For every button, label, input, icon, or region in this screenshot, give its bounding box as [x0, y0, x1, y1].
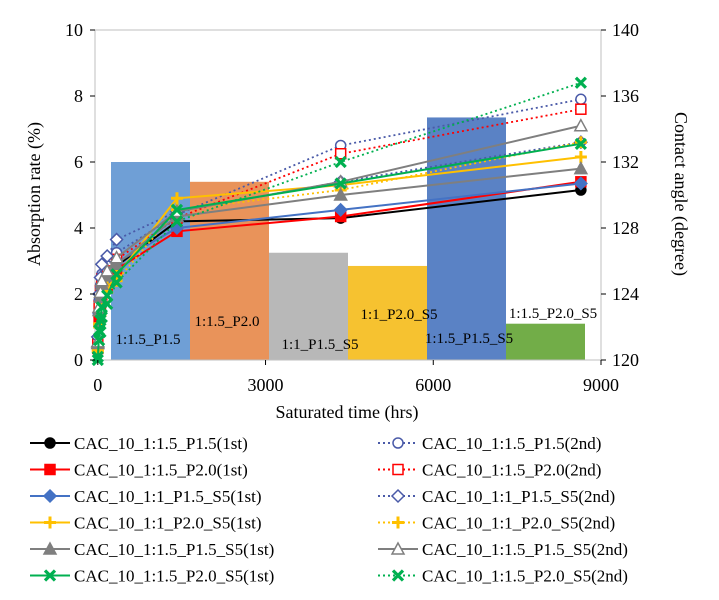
bar — [506, 323, 585, 360]
x-tick-label: 0 — [93, 375, 102, 395]
y2-tick-label: 120 — [612, 350, 639, 370]
y-axis-title: Absorption rate (%) — [24, 122, 45, 266]
bars-layer — [111, 117, 585, 360]
data-point — [170, 215, 184, 228]
plot-border — [94, 29, 602, 361]
y2-tick-label: 136 — [612, 86, 639, 106]
data-point — [170, 192, 183, 205]
series-layer — [90, 76, 589, 367]
data-point — [101, 297, 114, 311]
y2-tick-label: 140 — [612, 20, 639, 40]
data-point — [94, 257, 109, 272]
bar-label: 1:1_P1.5_S5 — [281, 337, 358, 353]
y-tick-label: 10 — [65, 20, 83, 40]
y-tick-label: 0 — [74, 350, 83, 370]
y2-axis-title: Contact angle (degree) — [670, 112, 691, 276]
x-tick-label: 9000 — [583, 375, 619, 395]
x-tick-label: 6000 — [415, 375, 451, 395]
legend-label: CAC_10_1:1_P2.0_S5(2nd) — [422, 514, 615, 533]
data-point — [99, 263, 115, 277]
data-point — [574, 76, 588, 89]
data-point — [392, 463, 404, 476]
y2-tick-label: 128 — [612, 218, 639, 238]
data-point — [94, 325, 107, 339]
bar-label: 1:1.5_P1.5 — [115, 332, 180, 348]
plot-frame — [94, 29, 602, 361]
data-point — [573, 161, 589, 175]
data-point — [95, 310, 108, 324]
bar — [269, 252, 348, 360]
legend-label: CAC_10_1:1.5_P1.5(1st) — [74, 434, 248, 453]
data-point — [44, 463, 56, 476]
data-point — [43, 569, 57, 582]
data-point — [575, 103, 587, 115]
data-point — [391, 569, 405, 582]
bar-label: 1:1.5_P2.0 — [194, 314, 259, 330]
bar-label: 1:1.5_P2.0_S5 — [509, 306, 597, 322]
data-point — [334, 148, 347, 160]
legend-label: CAC_10_1:1.5_P2.0(1st) — [74, 461, 248, 480]
bar — [190, 181, 269, 360]
data-point — [392, 516, 404, 529]
data-point — [392, 437, 404, 449]
data-point — [109, 250, 124, 264]
legend-label: CAC_10_1:1.5_P1.5_S5(2nd) — [422, 540, 628, 559]
bar-label: 1:1.5_P1.5_S5 — [425, 331, 513, 347]
legend-label: CAC_10_1:1.5_P2.0(2nd) — [422, 461, 601, 480]
data-point — [109, 256, 124, 271]
y2-tick-label: 132 — [612, 152, 639, 172]
data-point — [170, 203, 184, 216]
data-point — [44, 437, 56, 449]
data-point — [390, 488, 406, 504]
x-axis-title: Saturated time (hrs) — [276, 402, 419, 423]
data-point — [575, 93, 587, 106]
legend-label: CAC_10_1:1.5_P2.0_S5(2nd) — [422, 567, 628, 586]
data-point — [94, 273, 110, 287]
legend-label: CAC_10_1:1.5_P1.5_S5(1st) — [74, 540, 274, 559]
legend-label: CAC_10_1:1_P1.5_S5(2nd) — [422, 487, 615, 506]
data-point — [334, 155, 347, 169]
x-tick-label: 3000 — [248, 375, 284, 395]
legend-label: CAC_10_1:1.5_P2.0_S5(1st) — [74, 567, 274, 586]
axes-layer: 0 2 4 6 8 10 120 124 128 132 136 140 0 3000 6000 9000 — [65, 20, 639, 395]
data-point — [42, 541, 58, 555]
legend-label: CAC_10_1:1_P1.5_S5(1st) — [74, 487, 262, 506]
bar-labels-layer: 1:1.5_P1.5 1:1.5_P2.0 1:1_P1.5_S51:1_P2.0_… — [115, 306, 597, 353]
bar — [427, 117, 506, 360]
data-point — [109, 232, 124, 247]
data-point — [42, 488, 58, 504]
data-point — [110, 276, 123, 289]
data-point — [574, 137, 588, 150]
legend-label: CAC_10_1:1_P2.0_S5(1st) — [74, 514, 262, 533]
y-tick-label: 8 — [74, 86, 83, 106]
y-tick-label: 2 — [74, 284, 83, 304]
data-point — [573, 176, 588, 191]
bar-label: 1:1_P2.0_S5 — [360, 307, 437, 323]
data-point — [334, 177, 347, 190]
data-point — [44, 516, 56, 529]
data-point — [333, 187, 348, 201]
data-point — [100, 248, 115, 264]
data-point — [333, 202, 348, 217]
data-point — [390, 541, 406, 555]
legend-label: CAC_10_1:1.5_P1.5(2nd) — [422, 434, 601, 453]
y-tick-label: 6 — [74, 152, 83, 172]
y-tick-label: 4 — [74, 218, 83, 238]
data-point — [573, 118, 589, 132]
legend: CAC_10_1:1.5_P1.5(1st) CAC_10_1:1.5_P1.5(… — [30, 434, 628, 586]
bar — [348, 265, 427, 360]
y2-tick-label: 124 — [612, 284, 639, 304]
